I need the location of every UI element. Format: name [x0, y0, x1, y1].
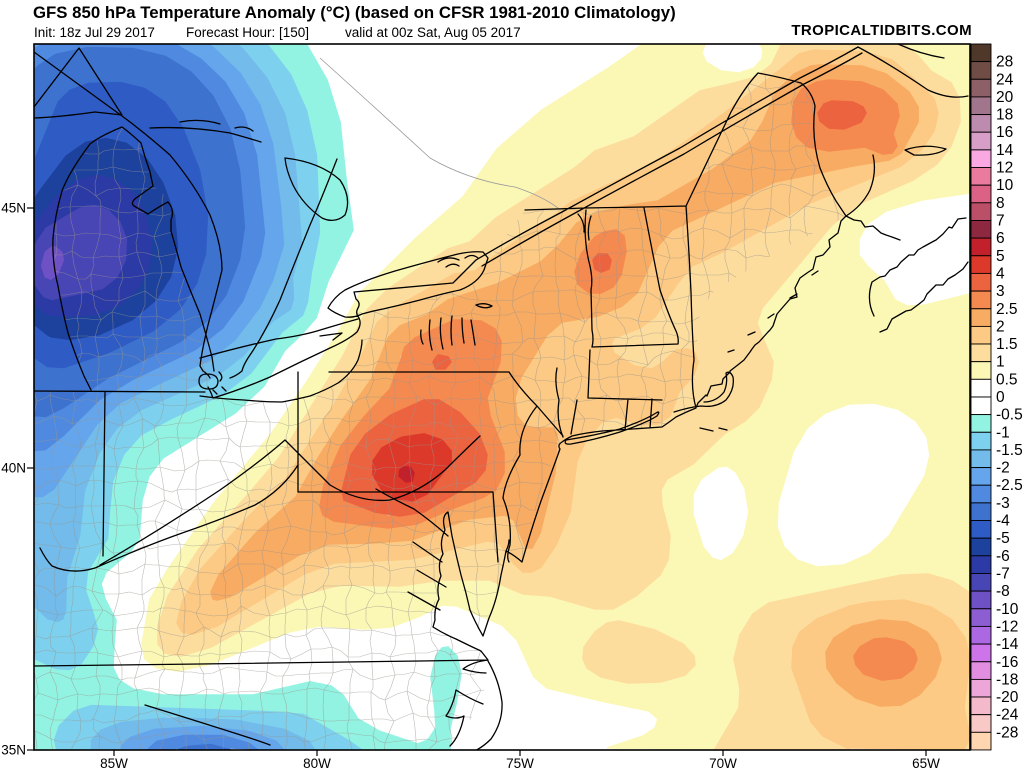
svg-text:65W: 65W [912, 756, 940, 771]
svg-text:12: 12 [996, 160, 1013, 177]
svg-text:TROPICALTIDBITS.COM: TROPICALTIDBITS.COM [791, 22, 972, 39]
svg-text:24: 24 [996, 71, 1014, 88]
svg-text:3: 3 [996, 283, 1005, 300]
svg-text:1: 1 [996, 354, 1005, 371]
svg-text:2.5: 2.5 [996, 301, 1018, 318]
svg-text:2: 2 [996, 318, 1005, 335]
svg-text:16: 16 [996, 124, 1013, 141]
svg-text:-28: -28 [996, 724, 1018, 741]
svg-text:18: 18 [996, 107, 1013, 124]
svg-text:-18: -18 [996, 671, 1018, 688]
svg-text:8: 8 [996, 195, 1005, 212]
svg-text:7: 7 [996, 213, 1005, 230]
svg-text:28: 28 [996, 54, 1013, 71]
svg-text:0.5: 0.5 [996, 371, 1018, 388]
svg-text:45N: 45N [1, 201, 26, 216]
svg-text:40N: 40N [1, 461, 26, 476]
svg-text:-0.5: -0.5 [996, 407, 1023, 424]
svg-text:4: 4 [996, 265, 1005, 282]
svg-text:70W: 70W [709, 756, 737, 771]
svg-text:-10: -10 [996, 601, 1019, 618]
svg-text:1.5: 1.5 [996, 336, 1018, 353]
svg-text:-24: -24 [996, 707, 1019, 724]
svg-text:75W: 75W [506, 756, 534, 771]
svg-text:-3: -3 [996, 495, 1010, 512]
svg-text:10: 10 [996, 177, 1014, 194]
svg-text:-1.5: -1.5 [996, 442, 1023, 459]
svg-text:20: 20 [996, 89, 1014, 106]
svg-text:-1: -1 [996, 424, 1010, 441]
svg-text:-16: -16 [996, 654, 1018, 671]
svg-text:80W: 80W [303, 756, 331, 771]
svg-text:-4: -4 [996, 513, 1010, 530]
svg-text:-12: -12 [996, 618, 1018, 635]
svg-text:0: 0 [996, 389, 1005, 406]
svg-text:14: 14 [996, 142, 1014, 159]
svg-text:GFS 850 hPa Temperature Anomal: GFS 850 hPa Temperature Anomaly (°C) (ba… [33, 3, 676, 22]
svg-text:-2: -2 [996, 460, 1010, 477]
svg-text:-5: -5 [996, 530, 1010, 547]
svg-text:6: 6 [996, 230, 1005, 247]
svg-text:-6: -6 [996, 548, 1010, 565]
svg-text:85W: 85W [100, 756, 128, 771]
svg-text:-7: -7 [996, 566, 1010, 583]
svg-text:-2.5: -2.5 [996, 477, 1023, 494]
svg-text:35N: 35N [1, 743, 26, 758]
svg-text:-8: -8 [996, 583, 1010, 600]
svg-text:-14: -14 [996, 636, 1019, 653]
svg-text:-20: -20 [996, 689, 1019, 706]
svg-text:5: 5 [996, 248, 1005, 265]
